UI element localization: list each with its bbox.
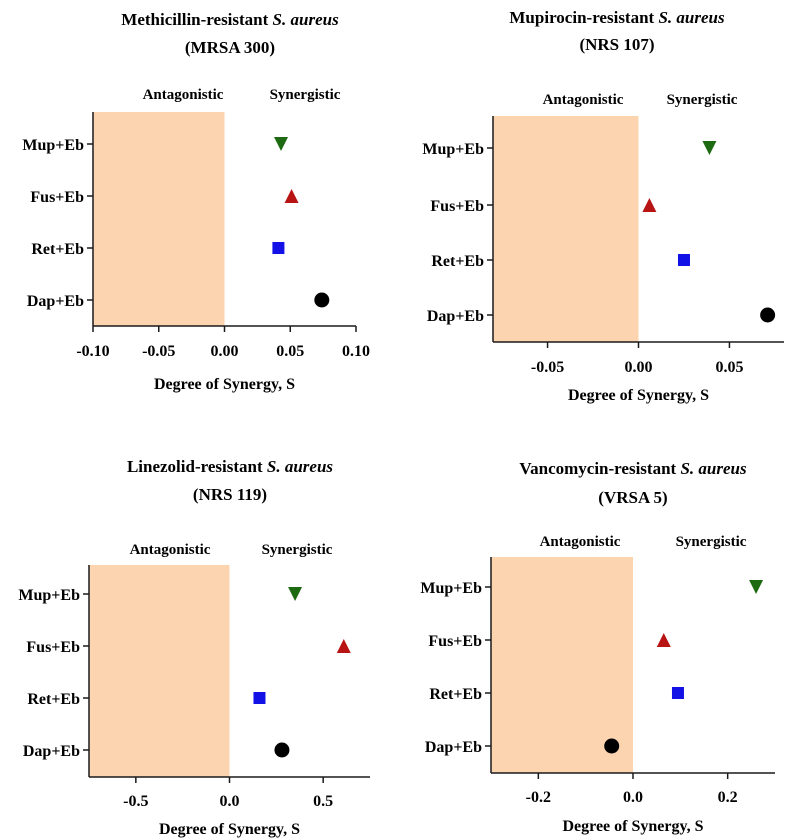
chart-panel-3: Linezolid-resistant S. aureus(NRS 119)An… bbox=[18, 457, 370, 838]
x-tick-label: 0.2 bbox=[718, 789, 738, 806]
region-label-antagonistic: Antagonistic bbox=[130, 542, 211, 558]
y-category-label: Dap+Eb bbox=[425, 739, 482, 756]
region-label-synergistic: Synergistic bbox=[262, 542, 333, 558]
data-point-mup-eb bbox=[702, 141, 717, 155]
chart-panel-2: Mupirocin-resistant S. aureus(NRS 107)An… bbox=[422, 8, 784, 404]
data-point-ret-eb bbox=[272, 242, 285, 254]
region-label-antagonistic: Antagonistic bbox=[143, 87, 224, 103]
chart-title-italic: S. aureus bbox=[273, 10, 340, 29]
data-point-dap-eb bbox=[314, 292, 330, 308]
data-point-ret-eb bbox=[677, 254, 690, 266]
region-label-antagonistic: Antagonistic bbox=[540, 534, 621, 550]
y-category-label: Dap+Eb bbox=[23, 743, 80, 760]
y-category-label: Dap+Eb bbox=[27, 293, 84, 310]
chart-title: Vancomycin-resistant S. aureus bbox=[519, 459, 747, 478]
data-point-dap-eb bbox=[274, 742, 290, 758]
chart-title-italic: S. aureus bbox=[267, 457, 334, 476]
y-category-label: Dap+Eb bbox=[427, 308, 484, 325]
chart-title-italic: S. aureus bbox=[658, 8, 725, 27]
chart-title: Linezolid-resistant S. aureus bbox=[127, 457, 333, 476]
x-tick-label: 0.05 bbox=[276, 343, 304, 360]
data-point-dap-eb bbox=[760, 307, 776, 323]
chart-subtitle: (NRS 119) bbox=[193, 485, 267, 504]
chart-title: Mupirocin-resistant S. aureus bbox=[509, 8, 725, 27]
chart-subtitle: (VRSA 5) bbox=[598, 488, 667, 507]
data-point-fus-eb bbox=[656, 633, 671, 647]
region-label-synergistic: Synergistic bbox=[676, 534, 747, 550]
data-point-fus-eb bbox=[336, 639, 351, 653]
chart-subtitle: (NRS 107) bbox=[579, 35, 654, 54]
region-label-synergistic: Synergistic bbox=[270, 87, 341, 103]
y-category-label: Mup+Eb bbox=[420, 580, 482, 597]
x-axis-label: Degree of Synergy, S bbox=[154, 376, 295, 393]
x-axis-label: Degree of Synergy, S bbox=[159, 821, 300, 838]
chart-panel-1: Methicillin-resistant S. aureus (MRSA 300… bbox=[22, 10, 370, 393]
x-tick-label: 0.00 bbox=[625, 359, 653, 376]
antagonistic-region-shade bbox=[89, 565, 230, 777]
antagonistic-region-shade bbox=[93, 112, 225, 326]
chart-title-main: Linezolid-resistant bbox=[127, 457, 267, 476]
region-label-synergistic: Synergistic bbox=[667, 92, 738, 108]
antagonistic-region-shade bbox=[491, 557, 633, 773]
y-category-label: Fus+Eb bbox=[26, 639, 80, 656]
y-category-label: Mup+Eb bbox=[22, 137, 84, 154]
x-tick-label: -0.10 bbox=[76, 343, 109, 360]
x-tick-label: -0.2 bbox=[526, 789, 551, 806]
y-category-label: Ret+Eb bbox=[27, 691, 80, 708]
data-point-ret-eb bbox=[253, 692, 266, 704]
chart-title-main: Vancomycin-resistant bbox=[519, 459, 680, 478]
y-category-label: Fus+Eb bbox=[430, 198, 484, 215]
x-tick-label: -0.05 bbox=[142, 343, 175, 360]
data-point-dap-eb bbox=[604, 738, 620, 754]
data-point-mup-eb bbox=[274, 137, 289, 151]
antagonistic-region-shade bbox=[493, 116, 639, 342]
data-point-fus-eb bbox=[642, 198, 657, 212]
chart-title-italic: S. aureus bbox=[680, 459, 747, 478]
chart-panel-4: Vancomycin-resistant S. aureus (VRSA 5) An… bbox=[420, 459, 775, 835]
chart-subtitle: (MRSA 300) bbox=[185, 38, 275, 57]
y-category-label: Ret+Eb bbox=[431, 253, 484, 270]
x-tick-label: -0.05 bbox=[531, 359, 564, 376]
chart-title: Methicillin-resistant S. aureus bbox=[121, 10, 339, 29]
y-category-label: Mup+Eb bbox=[18, 587, 80, 604]
y-category-label: Fus+Eb bbox=[30, 189, 84, 206]
x-tick-label: 0.0 bbox=[220, 793, 240, 810]
data-point-fus-eb bbox=[284, 189, 299, 203]
chart-title-main: Mupirocin-resistant bbox=[509, 8, 658, 27]
x-tick-label: -0.5 bbox=[123, 793, 148, 810]
y-category-label: Mup+Eb bbox=[422, 141, 484, 158]
data-point-mup-eb bbox=[749, 580, 764, 594]
y-category-label: Fus+Eb bbox=[428, 633, 482, 650]
x-tick-label: 0.10 bbox=[342, 343, 370, 360]
x-tick-label: 0.00 bbox=[211, 343, 239, 360]
x-tick-label: 0.0 bbox=[623, 789, 643, 806]
y-category-label: Ret+Eb bbox=[31, 241, 84, 258]
y-category-label: Ret+Eb bbox=[429, 686, 482, 703]
chart-title-main: Methicillin-resistant bbox=[121, 10, 272, 29]
x-tick-label: 0.05 bbox=[715, 359, 743, 376]
x-axis-label: Degree of Synergy, S bbox=[568, 387, 709, 404]
data-point-ret-eb bbox=[671, 687, 684, 699]
x-tick-label: 0.5 bbox=[313, 793, 333, 810]
region-label-antagonistic: Antagonistic bbox=[543, 92, 624, 108]
x-axis-label: Degree of Synergy, S bbox=[562, 818, 703, 835]
data-point-mup-eb bbox=[288, 587, 303, 601]
